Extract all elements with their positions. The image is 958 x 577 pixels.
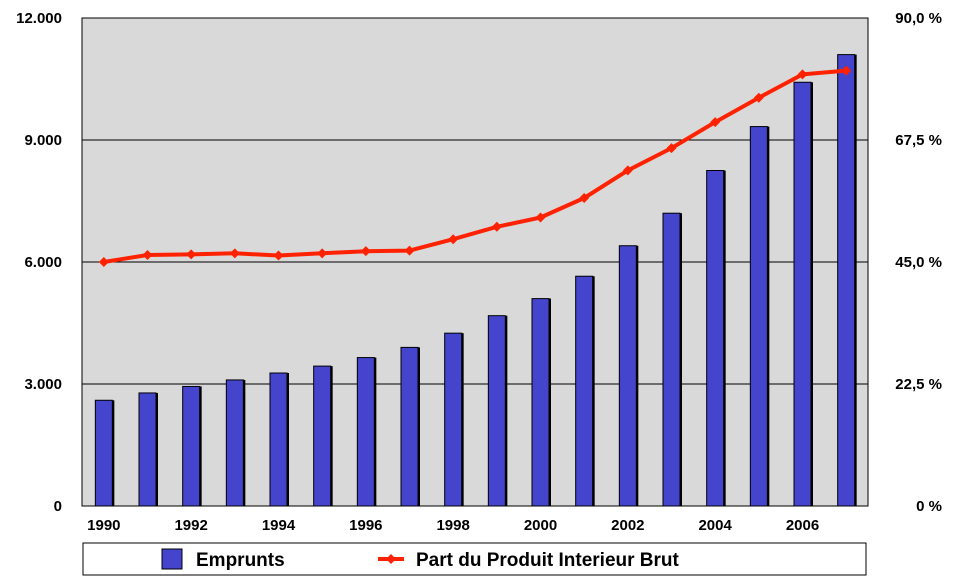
bar-1999 xyxy=(487,315,506,507)
y-left-tick-label: 9.000 xyxy=(24,132,62,149)
pib-point-1991 xyxy=(142,249,153,260)
y-axis-left: 0 3.000 6.000 9.000 12.000 xyxy=(16,10,62,515)
pib-point-1996 xyxy=(360,246,371,257)
gridlines xyxy=(82,139,868,385)
pib-point-1994 xyxy=(273,250,284,261)
pib-point-2003 xyxy=(666,143,677,154)
x-tick-label: 1994 xyxy=(262,517,296,534)
bar-1992 xyxy=(182,385,201,507)
pib-point-1992 xyxy=(186,249,197,260)
y-right-tick-label: 90,0 % xyxy=(895,10,942,27)
y-left-tick-label: 3.000 xyxy=(24,376,62,393)
pib-point-2006 xyxy=(797,69,808,80)
y-right-tick-label: 22,5 % xyxy=(895,376,942,393)
x-tick-label: 1996 xyxy=(349,517,382,534)
legend-marker-pib xyxy=(386,554,396,564)
y-right-tick-label: 45,0 % xyxy=(895,254,942,271)
y-left-tick-label: 0 xyxy=(54,498,62,515)
pib-point-1993 xyxy=(229,248,240,259)
pib-line xyxy=(98,65,852,267)
legend-label-pib: Part du Produit Interieur Brut xyxy=(416,550,680,571)
legend-box xyxy=(82,542,867,576)
x-tick-label: 2000 xyxy=(524,517,557,534)
bar-1993 xyxy=(225,379,244,507)
y-right-tick-label: 67,5 % xyxy=(895,132,942,149)
legend-swatch-emprunts xyxy=(161,548,183,570)
bar-2000 xyxy=(531,298,550,507)
pib-point-2004 xyxy=(710,117,721,128)
bar-1994 xyxy=(269,372,288,507)
pib-point-2005 xyxy=(753,92,764,103)
bar-1998 xyxy=(444,332,463,507)
x-tick-label: 2006 xyxy=(786,517,819,534)
pib-point-2001 xyxy=(579,193,590,204)
x-tick-label: 1998 xyxy=(436,517,469,534)
y-left-tick-label: 12.000 xyxy=(16,10,62,27)
bar-1996 xyxy=(356,357,375,507)
x-tick-label: 2002 xyxy=(611,517,644,534)
pib-point-1999 xyxy=(491,221,502,232)
bar-1997 xyxy=(400,346,419,507)
y-axis-right: 0 % 22,5 % 45,0 % 67,5 % 90,0 % xyxy=(895,10,942,515)
pib-point-2007 xyxy=(841,65,852,76)
pib-point-1990 xyxy=(98,257,109,267)
y-left-tick-label: 6.000 xyxy=(24,254,62,271)
pib-point-1998 xyxy=(448,234,459,245)
pib-point-2000 xyxy=(535,212,546,223)
legend: Emprunts Part du Produit Interieur Brut xyxy=(82,542,867,576)
bar-1991 xyxy=(138,392,157,507)
x-axis: 1990 1992 1994 1996 1998 2000 2002 2004 2006 xyxy=(87,517,819,534)
bar-2002 xyxy=(618,245,637,507)
x-tick-label: 1990 xyxy=(87,517,120,534)
pib-line-path xyxy=(103,68,847,264)
legend-label-emprunts: Emprunts xyxy=(196,550,285,571)
emprunts-bars xyxy=(94,54,857,507)
bar-1995 xyxy=(313,365,332,507)
bar-2006 xyxy=(793,81,812,507)
y-right-tick-label: 0 % xyxy=(916,498,942,515)
pib-point-2002 xyxy=(622,165,633,176)
x-tick-label: 1992 xyxy=(174,517,207,534)
bar-2001 xyxy=(575,275,594,507)
bar-2004 xyxy=(706,170,725,507)
bar-1990 xyxy=(94,399,113,507)
bar-2005 xyxy=(749,126,768,507)
pib-point-1997 xyxy=(404,245,415,256)
x-tick-label: 2004 xyxy=(698,517,732,534)
pib-point-1995 xyxy=(317,248,328,259)
bar-2003 xyxy=(662,212,681,507)
bar-2007 xyxy=(837,54,856,507)
